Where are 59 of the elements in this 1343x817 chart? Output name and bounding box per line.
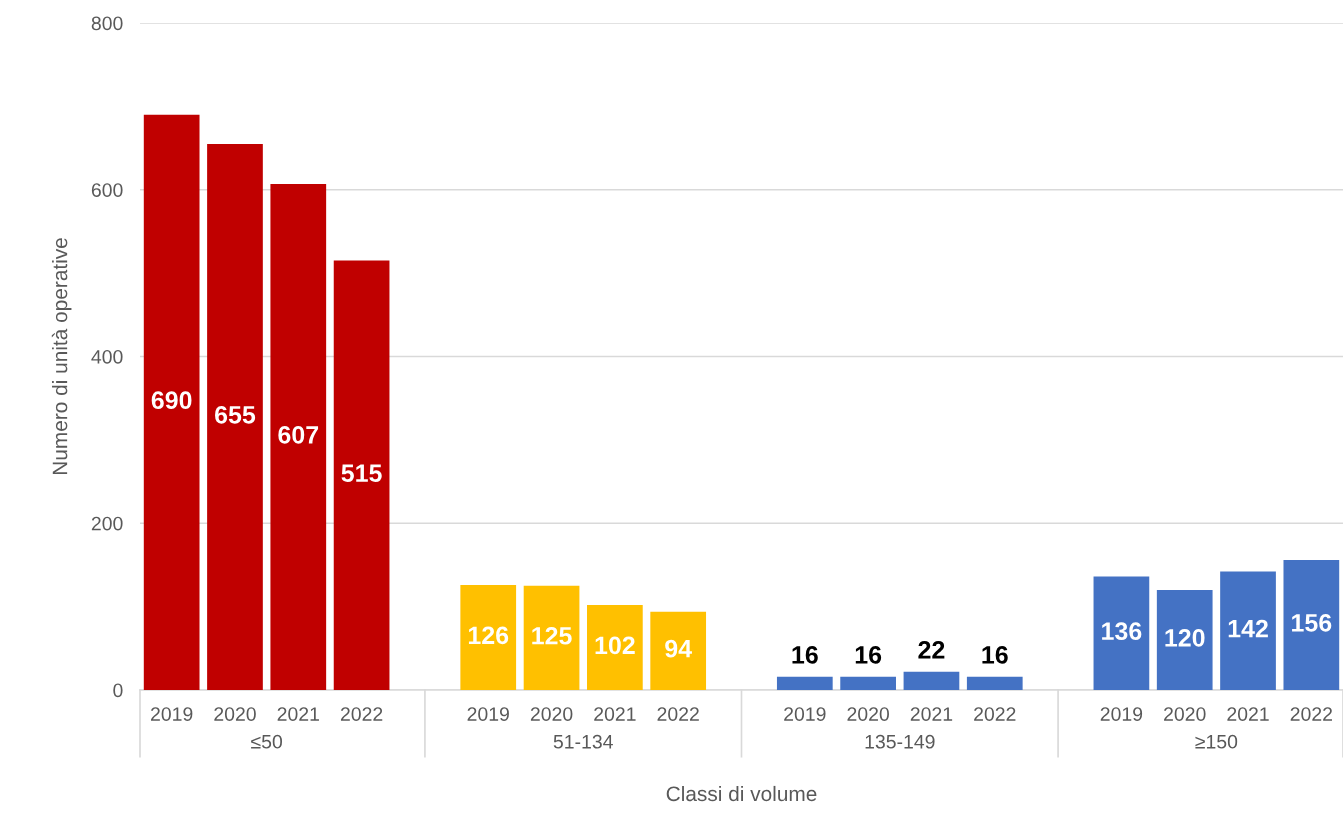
data-label: 126 [468,626,509,645]
text: 135-149 [865,734,935,749]
data-label: 125 [532,626,572,645]
y-tick-label: 400 [91,349,123,364]
x-tick-label: 2020 [530,707,573,721]
bar [650,611,707,690]
bar [143,114,200,690]
data-label: 22 [918,641,945,659]
bar [1156,589,1213,690]
bar [460,584,517,690]
x-tick-label: 2022 [657,707,699,721]
x-tick-label: 2022 [340,707,383,721]
y-tick-label: 0 [113,683,123,698]
text: 51-134 [553,734,613,749]
data-label: 655 [215,405,256,424]
bar [207,143,263,690]
x-axis-title: Classi di volume [666,785,817,802]
bar [587,604,643,690]
data-label: 136 [1102,622,1142,641]
data-label: 102 [595,636,635,655]
data-label: 607 [278,425,319,444]
x-tick-label: 2022 [974,707,1016,721]
y-axis-title: Numero di unità operative [51,238,72,475]
x-tick-label: 2019 [151,707,193,721]
x-tick-label: 2020 [214,707,256,721]
bar [270,183,327,690]
bar [523,585,580,690]
x-tick-label: 2019 [1100,707,1143,721]
bar [1220,571,1276,690]
data-label: 94 [665,639,692,658]
text: ≤50 [251,734,283,749]
x-tick-label: 2022 [1290,707,1332,721]
x-tick-label: 2020 [1164,707,1206,721]
bar [333,260,390,690]
data-label: 16 [982,646,1008,664]
y-tick-label: 800 [91,16,123,31]
text: ≥150 [1195,734,1238,749]
x-tick-label: 2021 [910,707,953,721]
bar [776,676,833,690]
data-label: 16 [792,646,818,664]
x-tick-label: 2021 [277,707,319,721]
x-tick-label: 2020 [847,707,889,721]
data-label: 120 [1165,628,1205,647]
bar [1093,576,1150,690]
bar [966,676,1023,690]
x-tick-label: 2019 [467,707,509,721]
x-tick-label: 2021 [594,707,636,721]
data-label: 515 [341,464,382,483]
y-tick-label: 200 [91,516,123,531]
x-tick-label: 2021 [1227,707,1269,721]
data-label: 156 [1292,613,1332,632]
bar [1283,559,1340,690]
bar [903,671,960,690]
data-label: 690 [151,391,192,410]
bar [840,676,896,690]
data-label: 16 [855,646,882,664]
x-tick-label: 2019 [784,707,826,721]
y-tick-label: 600 [91,183,123,197]
data-label: 142 [1228,619,1268,638]
